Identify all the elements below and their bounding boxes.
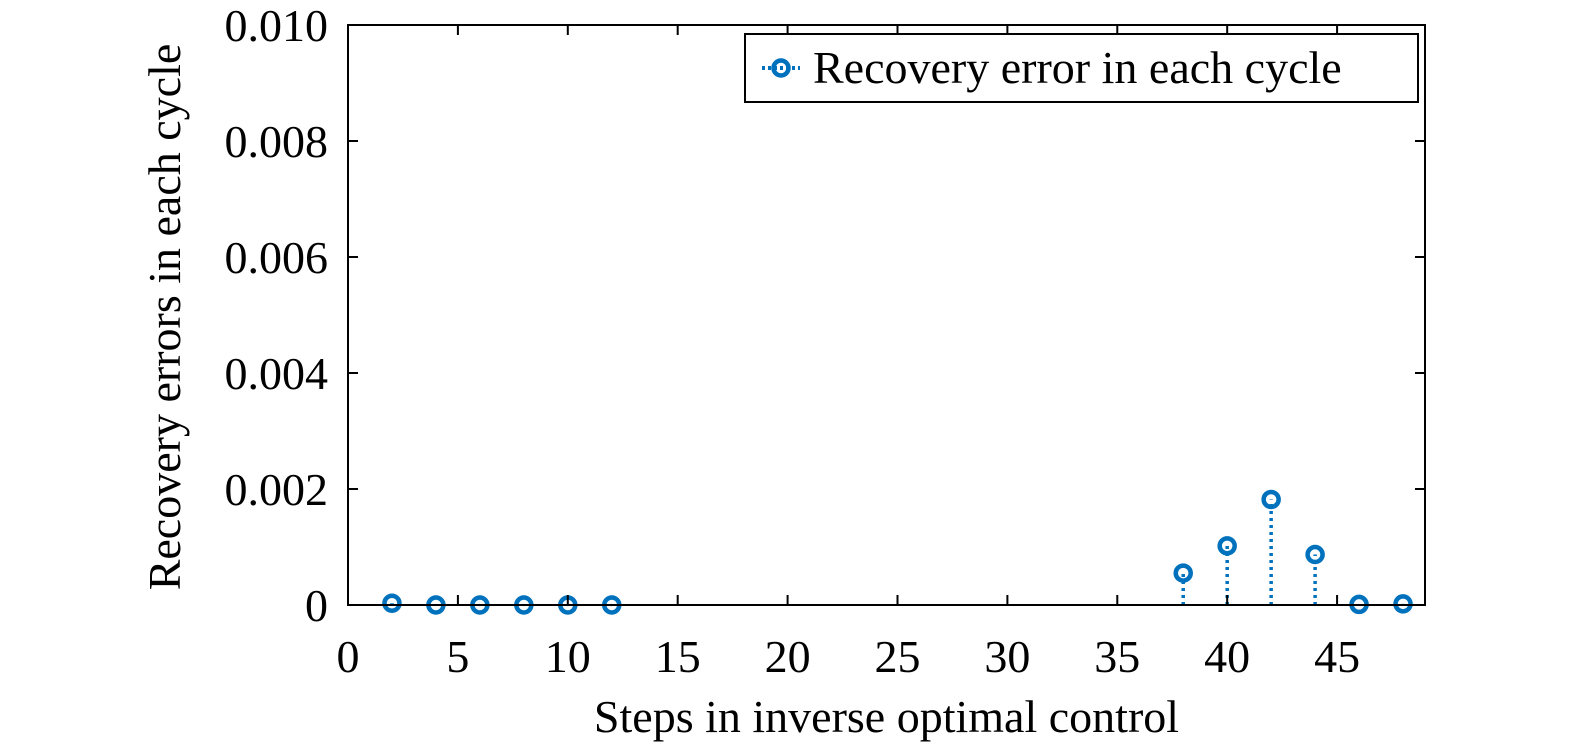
markers-layer bbox=[382, 489, 1413, 615]
x-tick-label: 35 bbox=[1094, 631, 1140, 682]
x-tick-label: 30 bbox=[984, 631, 1030, 682]
stem-marker bbox=[1261, 489, 1281, 510]
stem-marker bbox=[1173, 563, 1193, 583]
stem-marker bbox=[1217, 536, 1237, 556]
x-tick-label: 20 bbox=[765, 631, 811, 682]
y-tick-label: 0.004 bbox=[225, 348, 329, 399]
legend-label: Recovery error in each cycle bbox=[813, 42, 1342, 93]
ticks-layer bbox=[347, 24, 1425, 606]
stems-layer bbox=[390, 499, 1405, 605]
stem-marker bbox=[1393, 594, 1413, 614]
x-tick-label: 15 bbox=[655, 631, 701, 682]
x-tick-label: 25 bbox=[874, 631, 920, 682]
x-axis-title: Steps in inverse optimal control bbox=[594, 691, 1179, 742]
x-tick-label: 0 bbox=[337, 631, 360, 682]
x-tick-labels: 0 5 10 15 20 25 30 35 40 45 bbox=[337, 631, 1361, 682]
y-axis-title: Recovery errors in each cycle bbox=[139, 44, 190, 591]
y-tick-label: 0 bbox=[305, 580, 328, 631]
stem-marker bbox=[1305, 544, 1325, 565]
y-tick-label: 0.006 bbox=[225, 232, 329, 283]
legend: Recovery error in each cycle bbox=[744, 33, 1419, 103]
legend-box bbox=[744, 33, 1419, 103]
y-tick-label: 0.008 bbox=[225, 116, 329, 167]
stem-marker bbox=[382, 593, 402, 614]
legend-marker-icon bbox=[771, 58, 791, 78]
x-tick-label: 5 bbox=[446, 631, 469, 682]
plot-frame bbox=[347, 24, 1426, 606]
x-tick-label: 40 bbox=[1204, 631, 1250, 682]
y-tick-label: 0.010 bbox=[225, 0, 329, 51]
x-tick-label: 45 bbox=[1314, 631, 1360, 682]
y-tick-labels: 0 0.002 0.004 0.006 0.008 0.010 bbox=[225, 0, 329, 631]
x-tick-label: 10 bbox=[545, 631, 591, 682]
y-tick-label: 0.002 bbox=[225, 464, 329, 515]
